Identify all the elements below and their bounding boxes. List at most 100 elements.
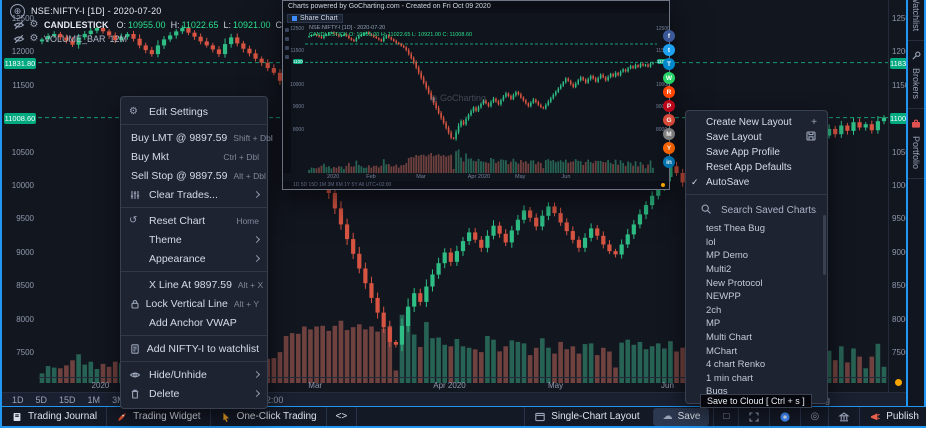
timeframe-1m[interactable]: 1M — [87, 394, 101, 405]
sliders-icon — [130, 190, 140, 199]
symbol-title: NSE:NIFTY-I [1D] - 2020-07-20 — [31, 6, 162, 16]
save-button[interactable]: ☁ Save — [652, 407, 710, 426]
share-email-icon[interactable]: M — [663, 128, 675, 140]
single-chart-layout-button[interactable]: Single-Chart Layout — [524, 407, 648, 426]
target-icon: ◎ — [810, 410, 820, 422]
share-telegram-icon[interactable]: T — [663, 58, 675, 70]
timeframe-15d[interactable]: 15D — [59, 394, 76, 405]
menu-item-add-nifty-i-to-watchlist[interactable]: Add NIFTY-I to watchlist — [121, 339, 267, 358]
saved-chart-item[interactable]: Multi2 — [686, 263, 827, 277]
share-chart-tab[interactable]: Share Chart — [287, 13, 343, 23]
saved-chart-item[interactable]: 4 chart Renko — [686, 358, 827, 372]
share-whatsapp-icon[interactable]: W — [663, 72, 675, 84]
price-tick: 9500 — [16, 214, 34, 224]
share-google-icon[interactable]: G — [663, 114, 675, 126]
square-icon: □ — [723, 410, 730, 422]
saved-chart-item[interactable]: Multi Chart — [686, 331, 827, 345]
share-reddit-icon[interactable]: R — [663, 86, 675, 98]
menu-item-lock-vertical-line[interactable]: Lock Vertical Line Alt + Y — [121, 294, 267, 313]
layout-menu-item-autosave[interactable]: ✓ AutoSave — [686, 175, 827, 190]
menu-item-add-anchor-vwap[interactable]: Add Anchor VWAP — [121, 313, 267, 332]
saved-chart-item[interactable]: lol — [686, 236, 827, 250]
volume-settings-gear-icon[interactable]: ⚙ — [29, 33, 39, 44]
plus-icon: + — [811, 117, 817, 128]
case-icon — [910, 118, 922, 132]
square-button[interactable]: □ — [713, 407, 738, 426]
price-badge: 11831.80 — [890, 57, 908, 69]
saved-chart-item[interactable]: Bugs — [686, 385, 827, 399]
search-icon — [701, 204, 711, 214]
layout-menu-item-reset-app-defaults[interactable]: Reset App Defaults — [686, 160, 827, 175]
price-axis-left[interactable]: 12500 12000 11500 10500 10000 9500 9000 8500 800… — [2, 0, 38, 392]
right-sidebar-tabs: Watchlist Brokers Portfolio — [906, 0, 926, 406]
<>-button[interactable]: <> — [327, 407, 358, 426]
submenu-chevron-icon — [252, 389, 261, 398]
menu-item-theme[interactable]: Theme — [121, 230, 267, 249]
sidebar-tab-watchlist[interactable]: Watchlist — [908, 0, 924, 42]
menu-item-hide-unhide[interactable]: Hide/Unhide — [121, 365, 267, 384]
saved-chart-item[interactable]: 1 min chart — [686, 372, 827, 386]
target-button[interactable]: ◎ — [800, 407, 828, 426]
layout-menu-item-save-layout[interactable]: Save Layout — [686, 130, 827, 145]
saved-charts-search[interactable] — [686, 199, 827, 222]
menu-item-sell-stop-9897-59[interactable]: Sell Stop @ 9897.59 Alt + Dbl — [121, 166, 267, 185]
saved-chart-item[interactable]: NEWPP — [686, 290, 827, 304]
publish-button[interactable]: Publish — [859, 407, 926, 426]
timeframe-3m[interactable]: 3M — [112, 394, 125, 405]
trading-widget-button[interactable]: Trading Widget — [107, 407, 211, 426]
layout-menu-item-save-app-profile[interactable]: Save App Profile — [686, 145, 827, 160]
share-hackernews-icon[interactable]: Y — [663, 142, 675, 154]
button-label: Trading Journal — [28, 411, 98, 422]
expand-button[interactable] — [738, 407, 769, 426]
saved-chart-item[interactable]: 2ch — [686, 304, 827, 318]
series-settings-gear-icon[interactable]: ⚙ — [29, 19, 39, 30]
price-tick: 12500 — [892, 14, 915, 23]
sidebar-tab-portfolio[interactable]: Portfolio — [908, 109, 924, 180]
menu-item-appearance[interactable]: Appearance — [121, 249, 267, 268]
saved-chart-name: MChart — [706, 345, 738, 357]
price-badge: 11008.60 — [4, 112, 36, 124]
visibility-toggle-icon[interactable] — [13, 33, 25, 45]
saved-chart-item[interactable]: MChart — [686, 344, 827, 358]
menu-item-x-line-at-9897-59[interactable]: X Line At 9897.59 Alt + X — [121, 275, 267, 294]
scrollbar[interactable] — [823, 215, 826, 275]
menu-item-reset-chart[interactable]: ↺ Reset Chart Home — [121, 211, 267, 230]
shortcut-hint: Shift + Dbl — [233, 132, 273, 143]
share-twitter-icon[interactable]: t — [663, 44, 675, 56]
saved-chart-item[interactable]: test Thea Bug — [686, 222, 827, 236]
layout-menu-item-create-new-layout[interactable]: Create New Layout + — [686, 115, 827, 130]
menu-item-buy-mkt[interactable]: Buy Mkt Ctrl + Dbl — [121, 147, 267, 166]
mini-date-label: Jun — [561, 174, 571, 180]
bank-button[interactable] — [828, 407, 859, 426]
wrench-icon — [912, 51, 921, 60]
alert-dot[interactable] — [895, 379, 902, 386]
expand-icon — [749, 411, 760, 422]
saved-chart-item[interactable]: MP Demo — [686, 249, 827, 263]
visibility-toggle-icon[interactable] — [13, 19, 25, 31]
saved-chart-item[interactable]: New Protocol — [686, 276, 827, 290]
timeframe-5d[interactable]: 5D — [35, 394, 48, 405]
ohlc-field: L: 10921.00 — [223, 20, 271, 30]
menu-item-delete[interactable]: Delete — [121, 384, 267, 403]
menu-item-buy-lmt-9897-59[interactable]: Buy LMT @ 9897.59 Shift + Dbl — [121, 128, 273, 147]
saved-chart-name: MP Demo — [706, 250, 749, 262]
share-facebook-icon[interactable]: f — [663, 30, 675, 42]
share-pinterest-icon[interactable]: P — [663, 100, 675, 112]
timeframe-1d[interactable]: 1D — [12, 394, 24, 405]
trading-journal-button[interactable]: Trading Journal — [2, 407, 108, 426]
chat-button[interactable] — [769, 407, 800, 426]
megaphone-icon — [871, 412, 881, 420]
one-click-trading-button[interactable]: One-Click Trading — [211, 407, 327, 426]
menu-item-clear-trades[interactable]: Clear Trades... — [121, 185, 267, 204]
shortcut-hint: Ctrl + Dbl — [223, 151, 259, 162]
saved-chart-item[interactable]: MP — [686, 317, 827, 331]
price-tick: 12500 — [11, 14, 34, 23]
menu-item-edit-settings[interactable]: ⚙ Edit Settings — [121, 102, 267, 121]
price-axis-right[interactable]: 12500 12000 11500 10500 10000 9500 9000 8500 800… — [888, 0, 914, 392]
zoom-icon[interactable]: ⊕ — [10, 3, 25, 19]
button-label: <> — [335, 411, 348, 422]
menu-item-label: Buy Mkt — [131, 150, 169, 163]
sidebar-tab-brokers[interactable]: Brokers — [908, 41, 924, 110]
search-input[interactable] — [719, 204, 819, 217]
share-linkedin-icon[interactable]: in — [663, 156, 675, 168]
